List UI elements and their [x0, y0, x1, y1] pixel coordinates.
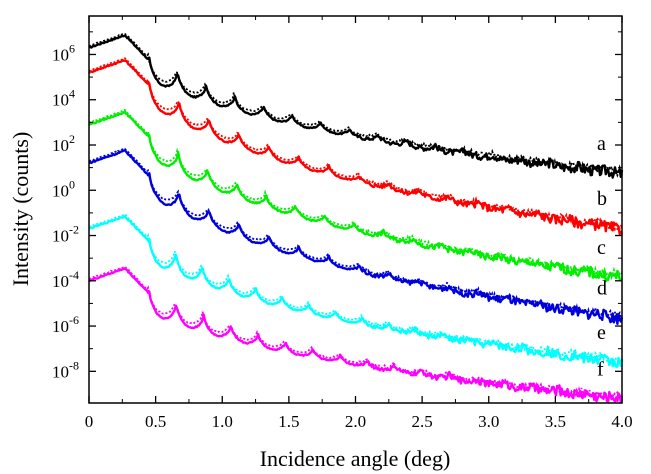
y-tick-label: 102 [52, 132, 75, 155]
y-tick-label: 10-2 [52, 223, 79, 246]
plot-frame [88, 15, 623, 404]
series-a-measured [88, 32, 623, 178]
series-label-c: c [597, 237, 606, 259]
series-label-b: b [597, 188, 607, 210]
x-tick-label: 2.5 [412, 412, 433, 431]
y-tick-label: 100 [52, 177, 75, 200]
series-e-measured [88, 212, 623, 366]
series-a-fit [88, 34, 624, 179]
y-tick-label: 104 [52, 87, 75, 110]
series-f-measured [89, 265, 623, 403]
y-tick-label: 10-6 [52, 313, 79, 336]
x-tick-label: 0.5 [145, 412, 166, 431]
x-tick-label: 1.5 [278, 412, 299, 431]
x-tick-label: 2.0 [345, 412, 366, 431]
y-axis-title: Intensity (counts) [8, 132, 33, 287]
x-tick-label: 3.5 [545, 412, 566, 431]
y-tick-label: 106 [52, 41, 75, 64]
x-tick-label: 1.0 [212, 412, 233, 431]
y-tick-label: 10-8 [52, 358, 79, 381]
x-tick-label: 3.0 [478, 412, 499, 431]
series-d-measured [88, 147, 623, 321]
x-tick-label: 4.0 [611, 412, 632, 431]
x-tick-label: 0 [85, 412, 94, 431]
series-label-a: a [597, 133, 606, 155]
series-label-e: e [597, 322, 606, 344]
series-label-f: f [597, 358, 604, 380]
series-f-fit [88, 267, 623, 404]
y-tick-label: 10-4 [52, 268, 79, 291]
y-axis-ticks: 10-8 10-6 10-4 10-2 100 102 104 106 [52, 31, 622, 381]
series-c-fit [88, 110, 623, 283]
x-axis-ticks: 0 0.5 1.0 1.5 2.0 2.5 3.0 3.5 4.0 [85, 16, 633, 431]
series-label-d: d [597, 278, 607, 300]
series-e-fit [88, 214, 624, 368]
x-axis-title: Incidence angle (deg) [260, 446, 451, 471]
series-d-fit [88, 149, 624, 325]
series-b-fit [88, 59, 624, 236]
series-layer [88, 32, 624, 404]
